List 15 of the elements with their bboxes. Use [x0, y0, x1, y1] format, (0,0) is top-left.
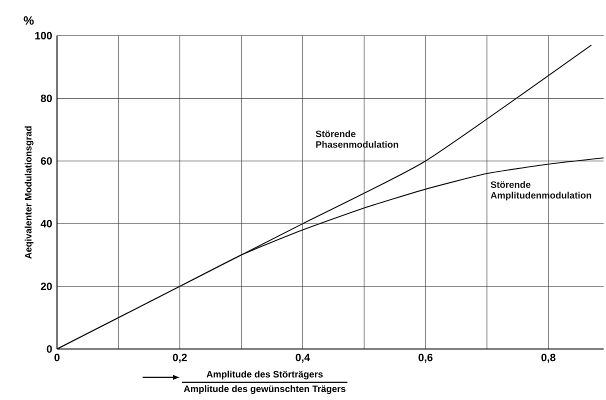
y-tick-label: 80 — [40, 94, 52, 102]
y-tick-label: 0 — [46, 345, 52, 353]
y-axis-title: Aeqivalenter Modulationsgrad — [24, 126, 34, 259]
x-tick-label: 0,6 — [418, 354, 433, 363]
y-tick-label: 20 — [40, 282, 52, 290]
x-axis-title: Amplitude des Störträgers — [206, 370, 323, 380]
y-tick-label: 40 — [40, 220, 52, 228]
y-tick-label: 100 — [35, 32, 52, 40]
x-tick-label: 0,8 — [541, 354, 556, 363]
x-tick-label: 0 — [54, 354, 60, 362]
x-tick-label: 0,2 — [172, 354, 187, 363]
text: Amplitude des gewünschten Trägers — [184, 385, 346, 394]
x-tick-label: 0,4 — [296, 354, 310, 363]
text: % — [24, 16, 34, 25]
y-tick-label: 60 — [40, 157, 52, 165]
